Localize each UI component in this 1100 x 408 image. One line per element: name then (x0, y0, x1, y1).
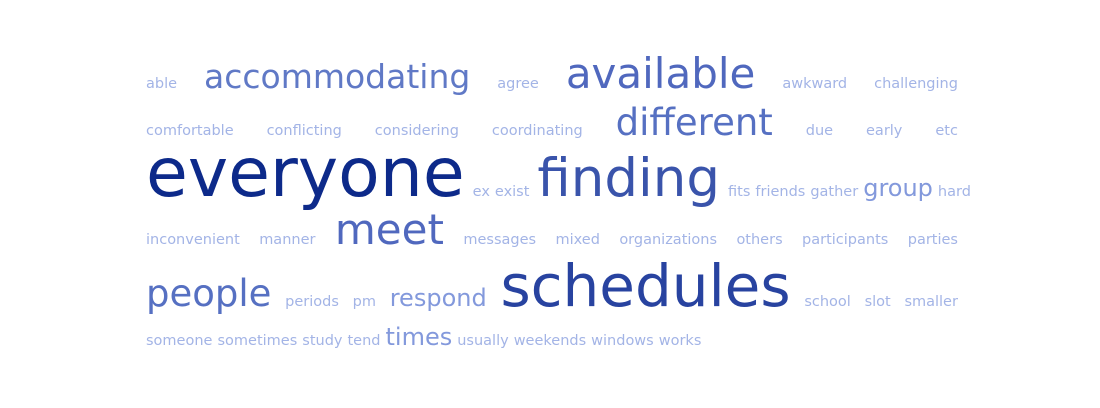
word-conflicting: conflicting (266, 123, 342, 139)
word-everyone: everyone (146, 134, 465, 213)
word-different: different (615, 101, 773, 144)
word-ex: ex (472, 184, 490, 200)
cloud-row-4: inconvenient manner meet messages mixed … (146, 209, 958, 251)
word-times: times (385, 323, 453, 351)
word-due: due (805, 123, 834, 139)
word-exist: exist (494, 184, 530, 200)
word-group: group (863, 174, 933, 202)
word-early: early (866, 123, 903, 139)
word-manner: manner (259, 232, 316, 248)
word-weekends: weekends (513, 333, 587, 349)
word-tend: tend (347, 333, 381, 349)
word-agree: agree (497, 76, 539, 92)
word-usually: usually (457, 333, 509, 349)
word-comfortable: comfortable (146, 123, 234, 139)
word-works: works (658, 333, 702, 349)
word-gather: gather (810, 184, 859, 200)
cloud-row-1: able accommodating agree available awkwa… (146, 53, 958, 95)
cloud-row-2: comfortable conflicting considering coor… (146, 104, 958, 141)
word-inconvenient: inconvenient (146, 232, 240, 248)
word-challenging: challenging (874, 76, 958, 92)
word-considering: considering (374, 123, 459, 139)
word-sometimes: sometimes (217, 333, 298, 349)
word-school: school (804, 294, 851, 310)
word-slot: slot (864, 294, 891, 310)
word-others: others (736, 232, 783, 248)
word-friends: friends (755, 184, 806, 200)
word-schedules: schedules (500, 252, 791, 320)
word-windows: windows (591, 333, 654, 349)
word-organizations: organizations (619, 232, 718, 248)
word-periods: periods (285, 294, 339, 310)
word-meet: meet (334, 205, 444, 254)
word-able: able (146, 76, 178, 92)
word-pm: pm (352, 294, 376, 310)
word-parties: parties (907, 232, 958, 248)
cloud-row-6: someone sometimes study tend times usual… (146, 325, 958, 349)
cloud-row-3: everyone ex exist finding fits friends g… (146, 134, 971, 213)
word-smaller: smaller (904, 294, 958, 310)
word-respond: respond (389, 284, 487, 312)
word-messages: messages (463, 232, 537, 248)
word-available: available (565, 49, 756, 98)
word-someone: someone (146, 333, 213, 349)
word-study: study (302, 333, 343, 349)
word-finding: finding (537, 148, 720, 209)
word-accommodating: accommodating (204, 57, 471, 96)
word-mixed: mixed (555, 232, 600, 248)
word-coordinating: coordinating (491, 123, 583, 139)
word-fits: fits (728, 184, 751, 200)
word-awkward: awkward (782, 76, 848, 92)
word-people: people (146, 272, 272, 315)
word-participants: participants (802, 232, 889, 248)
cloud-row-5: people periods pm respond schedules scho… (146, 257, 958, 315)
word-hard: hard (937, 184, 971, 200)
word-etc: etc (935, 123, 958, 139)
